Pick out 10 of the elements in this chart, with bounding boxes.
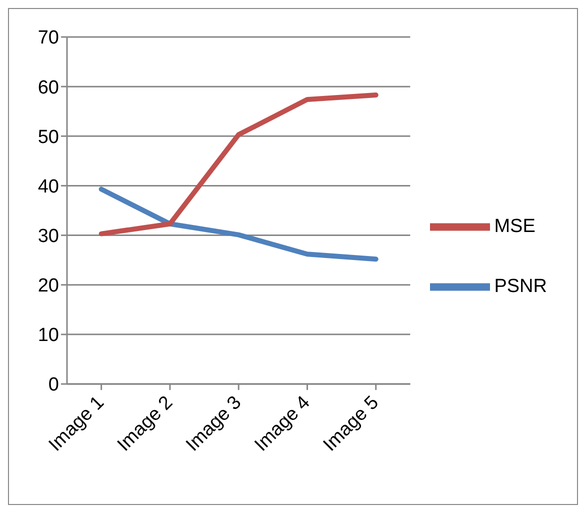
y-tick-label: 40: [38, 176, 59, 198]
y-tick-label: 30: [38, 226, 59, 248]
y-tick-label: 50: [38, 126, 59, 148]
y-tick-label: 10: [38, 325, 59, 346]
y-tick-label: 0: [48, 374, 59, 396]
y-tick-label: 20: [38, 276, 59, 297]
legend-label: PSNR: [494, 276, 547, 297]
legend-label: MSE: [494, 216, 536, 237]
y-tick-label: 70: [38, 28, 59, 49]
y-tick-label: 60: [38, 77, 59, 98]
